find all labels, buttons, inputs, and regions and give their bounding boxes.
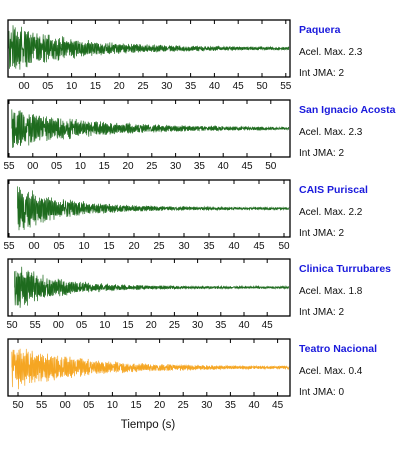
x-tick-label: 00 <box>27 161 39 172</box>
x-tick-label: 15 <box>90 81 102 92</box>
station-name: Teatro Nacional <box>299 343 377 355</box>
panel-2: 55 00 05 10 15 20 25 30 35 40 45 50 San Ignacio Acos… <box>3 99 396 172</box>
x-tick-label: 30 <box>170 161 182 172</box>
x-tick-label: 10 <box>66 81 78 92</box>
x-tick-label: 35 <box>203 241 215 252</box>
x-tick-label: 15 <box>122 320 134 331</box>
x-tick-label: 00 <box>60 400 72 411</box>
waveform-trace <box>11 109 290 148</box>
max-acceleration: Acel. Max. 1.8 <box>299 286 363 297</box>
x-tick-label: 20 <box>128 241 140 252</box>
x-tick-label: 35 <box>194 161 206 172</box>
x-tick-label: 15 <box>103 241 115 252</box>
x-tick-label: 10 <box>78 241 90 252</box>
x-tick-label: 35 <box>225 400 237 411</box>
jma-intensity: Int JMA: 2 <box>299 148 344 159</box>
x-tick-label: 40 <box>218 161 230 172</box>
x-tick-label: 25 <box>178 400 190 411</box>
x-tick-label: 30 <box>161 81 173 92</box>
x-tick-label: 05 <box>42 81 54 92</box>
x-tick-label: 50 <box>278 241 290 252</box>
panel-frame <box>7 19 291 78</box>
x-tick-label: 25 <box>169 320 181 331</box>
x-tick-label: 05 <box>83 400 95 411</box>
x-tick-label: 05 <box>76 320 88 331</box>
jma-intensity: Int JMA: 2 <box>299 307 344 318</box>
x-tick-label: 15 <box>130 400 142 411</box>
jma-intensity: Int JMA: 2 <box>299 68 344 79</box>
panel-frame <box>7 179 291 238</box>
panel-frame <box>7 99 291 158</box>
x-tick-label: 00 <box>18 81 30 92</box>
x-tick-label: 05 <box>53 241 65 252</box>
x-tick-label: 55 <box>3 241 15 252</box>
x-tick-label: 40 <box>209 81 221 92</box>
station-name: Clinica Turrubares <box>299 263 391 275</box>
max-acceleration: Acel. Max. 2.3 <box>299 127 363 138</box>
x-tick-label: 30 <box>192 320 204 331</box>
x-tick-label: 25 <box>153 241 165 252</box>
x-tick-label: 40 <box>238 320 250 331</box>
max-acceleration: Acel. Max. 2.2 <box>299 207 363 218</box>
x-tick-label: 10 <box>107 400 119 411</box>
x-tick-label: 20 <box>122 161 134 172</box>
x-tick-label: 25 <box>146 161 158 172</box>
x-tick-label: 50 <box>6 320 18 331</box>
x-tick-label: 15 <box>99 161 111 172</box>
station-name: San Ignacio Acosta <box>299 104 396 116</box>
waveform-trace <box>11 348 290 390</box>
panel-3: 55 00 05 10 15 20 25 30 35 40 45 50 CAIS Puriscal Ace… <box>3 179 368 252</box>
x-tick-label: 05 <box>51 161 63 172</box>
x-tick-label: 50 <box>265 161 277 172</box>
x-tick-label: 00 <box>28 241 40 252</box>
waveform-trace <box>8 25 290 70</box>
panel-1: 00 05 10 15 20 25 30 35 40 45 50 55 Paquera Acel. Max… <box>7 19 363 92</box>
x-tick-label: 10 <box>75 161 87 172</box>
panel-frame <box>7 338 291 397</box>
waveform-trace <box>17 186 290 231</box>
x-tick-label: 30 <box>201 400 213 411</box>
x-tick-label: 55 <box>3 161 15 172</box>
x-tick-label: 45 <box>262 320 274 331</box>
x-tick-label: 35 <box>185 81 197 92</box>
x-tick-label: 45 <box>233 81 245 92</box>
x-tick-label: 20 <box>114 81 126 92</box>
x-tick-label: 55 <box>30 320 42 331</box>
max-acceleration: Acel. Max. 2.3 <box>299 47 363 58</box>
x-tick-label: 45 <box>272 400 284 411</box>
jma-intensity: Int JMA: 2 <box>299 228 344 239</box>
x-tick-label: 50 <box>12 400 24 411</box>
jma-intensity: Int JMA: 0 <box>299 387 344 398</box>
x-tick-label: 20 <box>146 320 158 331</box>
x-tick-label: 55 <box>36 400 48 411</box>
x-tick-label: 45 <box>241 161 253 172</box>
panel-frame <box>7 258 291 317</box>
x-tick-label: 35 <box>215 320 227 331</box>
x-axis-label: Tiempo (s) <box>121 419 176 431</box>
x-tick-label: 30 <box>178 241 190 252</box>
x-tick-label: 55 <box>280 81 292 92</box>
x-tick-label: 40 <box>228 241 240 252</box>
station-name: CAIS Puriscal <box>299 184 368 196</box>
panel-4: 50 55 00 05 10 15 20 25 30 35 40 45 Clinica Turrubar… <box>6 258 391 331</box>
max-acceleration: Acel. Max. 0.4 <box>299 366 363 377</box>
waveform-trace <box>14 266 290 308</box>
panel-5: 50 55 00 05 10 15 20 25 30 35 40 45 Teatro Nacional A… <box>7 338 377 411</box>
station-name: Paquera <box>299 24 341 36</box>
x-tick-label: 25 <box>137 81 149 92</box>
x-tick-label: 20 <box>154 400 166 411</box>
x-tick-label: 45 <box>253 241 265 252</box>
x-tick-label: 00 <box>53 320 65 331</box>
x-tick-label: 50 <box>256 81 268 92</box>
x-tick-label: 40 <box>248 400 260 411</box>
x-tick-label: 10 <box>99 320 111 331</box>
